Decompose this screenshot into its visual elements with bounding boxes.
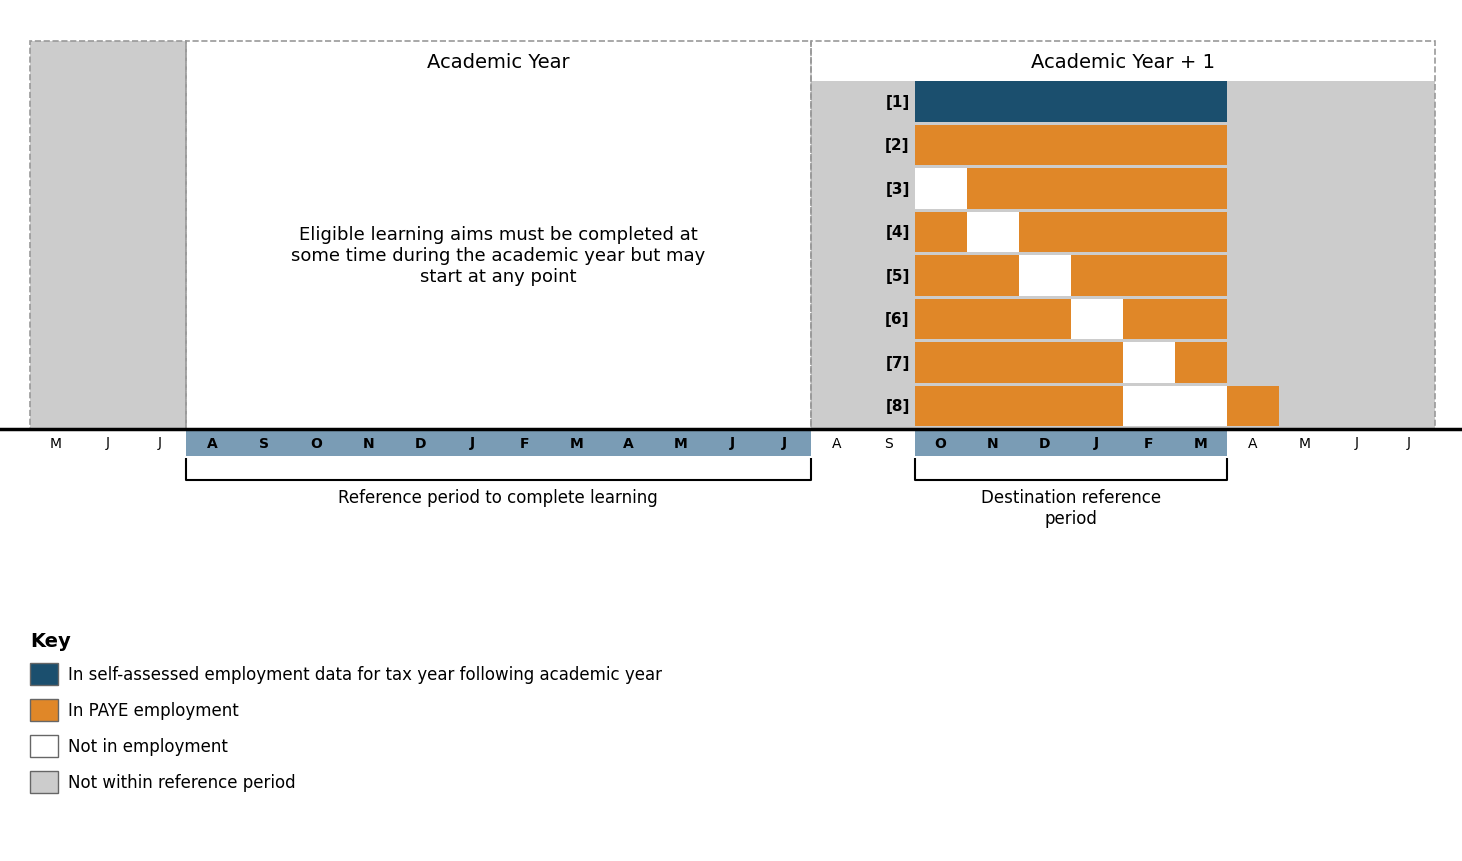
Text: S: S: [885, 436, 893, 450]
Text: J: J: [107, 436, 110, 450]
Bar: [915, 256, 1019, 296]
Text: [6]: [6]: [885, 312, 909, 327]
Text: [2]: [2]: [885, 138, 909, 153]
Bar: [966, 169, 1227, 209]
Text: S: S: [259, 436, 269, 450]
Text: D: D: [1039, 436, 1051, 450]
Text: M: M: [674, 436, 687, 450]
Bar: [186, 42, 810, 430]
Text: [3]: [3]: [886, 182, 909, 196]
Text: J: J: [782, 436, 787, 450]
Bar: [915, 256, 1227, 296]
Bar: [31, 735, 58, 757]
Bar: [915, 430, 1227, 456]
Text: O: O: [310, 436, 322, 450]
Bar: [915, 126, 1227, 166]
Text: Not in employment: Not in employment: [69, 737, 228, 755]
Text: M: M: [1194, 436, 1208, 450]
Text: A: A: [832, 436, 841, 450]
Text: [5]: [5]: [886, 269, 909, 283]
Bar: [1227, 386, 1279, 426]
Text: [7]: [7]: [886, 356, 909, 370]
Bar: [1123, 299, 1227, 339]
Text: J: J: [469, 436, 475, 450]
Text: N: N: [987, 436, 999, 450]
Text: M: M: [1298, 436, 1311, 450]
Bar: [915, 343, 1123, 383]
Text: M: M: [570, 436, 583, 450]
Text: N: N: [363, 436, 374, 450]
Text: A: A: [1249, 436, 1257, 450]
Bar: [1070, 256, 1227, 296]
Bar: [1019, 213, 1227, 253]
Bar: [31, 42, 186, 430]
Text: D: D: [415, 436, 425, 450]
Bar: [915, 299, 1070, 339]
Bar: [915, 299, 1227, 339]
Bar: [915, 126, 1227, 166]
Bar: [915, 82, 1227, 122]
Text: Eligible learning aims must be completed at
some time during the academic year b: Eligible learning aims must be completed…: [291, 226, 706, 286]
Bar: [810, 82, 1436, 430]
Text: J: J: [730, 436, 735, 450]
Text: In PAYE employment: In PAYE employment: [69, 701, 238, 719]
Text: Not within reference period: Not within reference period: [69, 773, 295, 791]
Bar: [186, 430, 810, 456]
Text: Key: Key: [31, 631, 70, 650]
Text: F: F: [1145, 436, 1154, 450]
Text: O: O: [934, 436, 946, 450]
Text: In self-assessed employment data for tax year following academic year: In self-assessed employment data for tax…: [69, 666, 662, 684]
Text: A: A: [623, 436, 635, 450]
Bar: [915, 386, 1227, 426]
Bar: [915, 343, 1227, 383]
Text: J: J: [1406, 436, 1411, 450]
Text: A: A: [206, 436, 218, 450]
Text: [4]: [4]: [886, 225, 909, 240]
Bar: [915, 386, 1123, 426]
Bar: [31, 699, 58, 722]
Bar: [915, 213, 1227, 253]
Text: M: M: [50, 436, 61, 450]
Text: J: J: [158, 436, 162, 450]
Bar: [810, 42, 1436, 430]
Text: [1]: [1]: [886, 95, 909, 109]
Text: F: F: [519, 436, 529, 450]
Text: [8]: [8]: [886, 399, 909, 414]
Bar: [1175, 343, 1227, 383]
Bar: [915, 169, 1227, 209]
Text: Reference period to complete learning: Reference period to complete learning: [339, 488, 658, 506]
Bar: [915, 82, 1227, 122]
Text: Destination reference
period: Destination reference period: [981, 488, 1161, 527]
Bar: [186, 82, 810, 430]
Bar: [31, 42, 186, 430]
Bar: [31, 663, 58, 685]
Bar: [31, 771, 58, 793]
Bar: [915, 213, 966, 253]
Text: Academic Year: Academic Year: [427, 53, 570, 71]
Text: Academic Year + 1: Academic Year + 1: [1031, 53, 1215, 71]
Text: J: J: [1094, 436, 1099, 450]
Text: J: J: [1355, 436, 1360, 450]
